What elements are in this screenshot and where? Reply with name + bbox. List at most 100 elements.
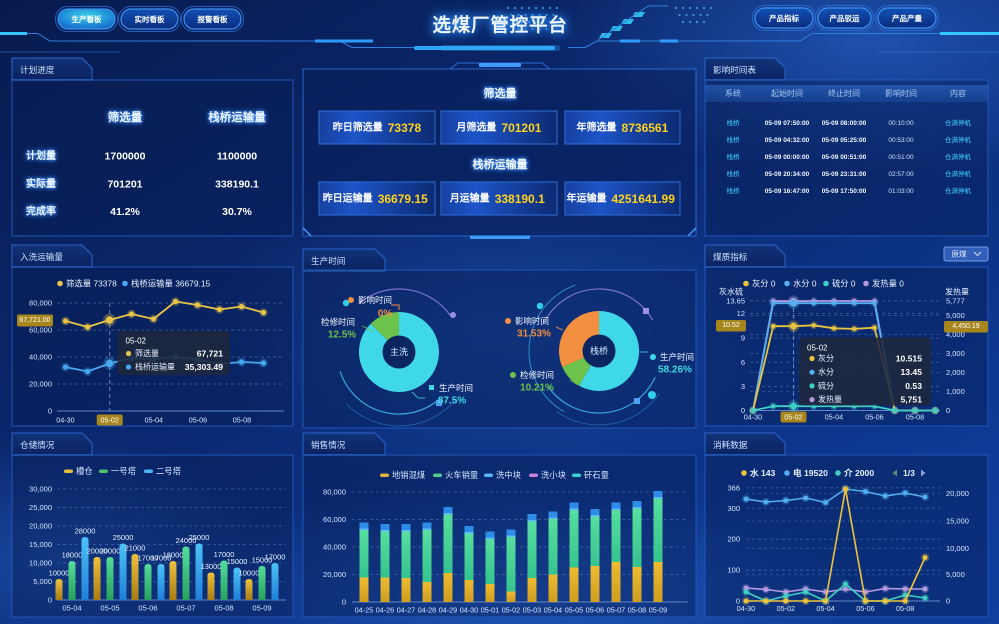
svg-text:4,450.19: 4,450.19 (952, 323, 979, 330)
svg-text:05-09: 05-09 (252, 604, 271, 613)
svg-text:05-09: 05-09 (649, 606, 667, 615)
svg-text:20,000: 20,000 (946, 489, 969, 498)
svg-text:04-30: 04-30 (737, 604, 755, 613)
svg-text:0: 0 (741, 406, 745, 415)
svg-text:05-09 16:47:00: 05-09 16:47:00 (765, 188, 810, 195)
svg-text:5,000: 5,000 (946, 570, 965, 579)
svg-text:05-07: 05-07 (176, 604, 195, 613)
svg-text:2,000: 2,000 (946, 368, 965, 377)
svg-text:栈桥: 栈桥 (727, 135, 741, 144)
svg-text:15000: 15000 (227, 557, 248, 566)
svg-text:36679.15: 36679.15 (378, 192, 428, 206)
svg-text:01:03:00: 01:03:00 (888, 188, 914, 195)
svg-text:00:10:00: 00:10:00 (888, 120, 914, 127)
svg-text:15,000: 15,000 (29, 540, 52, 549)
svg-text:硫分 0: 硫分 0 (832, 279, 856, 289)
svg-text:15,000: 15,000 (946, 517, 969, 526)
svg-text:12.5%: 12.5% (328, 330, 356, 341)
svg-text:10.21%: 10.21% (520, 383, 554, 394)
svg-text:消耗数据: 消耗数据 (713, 439, 748, 450)
svg-text:15000: 15000 (252, 556, 273, 565)
svg-text:计划量: 计划量 (26, 149, 56, 162)
svg-text:实时看板: 实时看板 (135, 14, 165, 24)
svg-text:起始时间: 起始时间 (771, 88, 803, 98)
svg-text:发热量: 发热量 (945, 287, 969, 297)
svg-text:13.45: 13.45 (900, 367, 922, 377)
svg-text:05-09 07:50:00: 05-09 07:50:00 (765, 120, 810, 127)
svg-text:1100000: 1100000 (217, 151, 257, 163)
svg-text:04-29: 04-29 (439, 606, 457, 615)
svg-text:0: 0 (736, 597, 740, 606)
svg-text:3,000: 3,000 (946, 349, 965, 358)
svg-text:洗中块: 洗中块 (496, 470, 522, 480)
svg-text:04-30: 04-30 (56, 416, 74, 425)
svg-text:25000: 25000 (113, 533, 134, 542)
svg-text:0: 0 (946, 597, 950, 606)
svg-text:20,000: 20,000 (323, 570, 346, 579)
svg-text:介 2000: 介 2000 (843, 467, 874, 478)
svg-text:10.52: 10.52 (722, 322, 740, 329)
svg-text:67,721: 67,721 (197, 349, 224, 359)
svg-text:生产看板: 生产看板 (72, 14, 102, 24)
svg-text:10000: 10000 (49, 569, 70, 578)
svg-text:366: 366 (727, 483, 740, 492)
svg-text:终止时间: 终止时间 (828, 88, 860, 98)
svg-text:灰分: 灰分 (818, 353, 834, 363)
svg-text:0.53: 0.53 (905, 381, 922, 391)
svg-text:87.5%: 87.5% (438, 396, 466, 407)
svg-text:200: 200 (727, 535, 740, 544)
svg-text:338190.1: 338190.1 (495, 192, 545, 206)
svg-text:水分: 水分 (818, 367, 834, 377)
svg-text:00:51:00: 00:51:00 (888, 154, 914, 161)
svg-text:月筛选量: 月筛选量 (455, 121, 496, 134)
svg-text:00:53:00: 00:53:00 (888, 137, 914, 144)
svg-text:05-04: 05-04 (816, 604, 834, 613)
svg-text:栈桥: 栈桥 (727, 152, 741, 161)
svg-text:电 19520: 电 19520 (793, 467, 828, 478)
svg-text:水 143: 水 143 (750, 467, 776, 478)
svg-text:4,000: 4,000 (946, 330, 965, 339)
svg-text:0: 0 (48, 407, 52, 416)
svg-text:05-08: 05-08 (628, 606, 646, 615)
svg-text:05-02: 05-02 (502, 606, 520, 615)
svg-text:05-03: 05-03 (523, 606, 541, 615)
svg-text:二号塔: 二号塔 (156, 466, 182, 476)
svg-text:栈桥运输量: 栈桥运输量 (208, 110, 266, 124)
svg-text:05-04: 05-04 (145, 416, 163, 425)
svg-text:20000: 20000 (87, 547, 108, 556)
svg-text:3: 3 (741, 382, 745, 391)
svg-text:05-06: 05-06 (586, 606, 604, 615)
svg-text:选煤厂管控平台: 选煤厂管控平台 (432, 15, 567, 36)
svg-text:生产时间: 生产时间 (439, 383, 473, 393)
svg-text:产品产量: 产品产量 (892, 13, 922, 23)
svg-text:05-08: 05-08 (906, 413, 924, 422)
svg-text:20,000: 20,000 (29, 380, 52, 389)
svg-text:40,000: 40,000 (29, 353, 52, 362)
svg-text:栈桥: 栈桥 (727, 118, 741, 127)
svg-text:67,721.00: 67,721.00 (19, 317, 50, 324)
svg-text:04-30: 04-30 (744, 413, 762, 422)
svg-text:检修时间: 检修时间 (321, 317, 355, 327)
svg-text:300: 300 (727, 504, 740, 513)
svg-text:地销混煤: 地销混煤 (392, 470, 426, 480)
svg-text:20,000: 20,000 (29, 522, 52, 531)
svg-text:05-05: 05-05 (565, 606, 583, 615)
svg-text:5,000: 5,000 (946, 311, 965, 320)
svg-text:灰分 0: 灰分 0 (752, 279, 776, 289)
svg-text:硫分: 硫分 (818, 380, 834, 390)
svg-text:一号塔: 一号塔 (111, 466, 137, 476)
svg-text:04-25: 04-25 (355, 606, 373, 615)
svg-text:25000: 25000 (189, 533, 210, 542)
svg-text:10,000: 10,000 (29, 559, 52, 568)
svg-text:仓满停机: 仓满停机 (945, 152, 972, 161)
svg-text:仓满停机: 仓满停机 (945, 169, 972, 178)
svg-text:仓满停机: 仓满停机 (945, 135, 972, 144)
svg-text:05-09 00:51:00: 05-09 00:51:00 (822, 154, 867, 161)
svg-text:筛选量: 筛选量 (484, 86, 517, 100)
svg-text:31.53%: 31.53% (517, 329, 551, 340)
svg-text:80,000: 80,000 (29, 299, 52, 308)
svg-text:发热量 0: 发热量 0 (872, 279, 904, 289)
svg-text:05-09 17:50:00: 05-09 17:50:00 (822, 188, 867, 195)
svg-text:35,303.49: 35,303.49 (185, 362, 223, 372)
svg-text:水分 0: 水分 0 (793, 279, 817, 289)
